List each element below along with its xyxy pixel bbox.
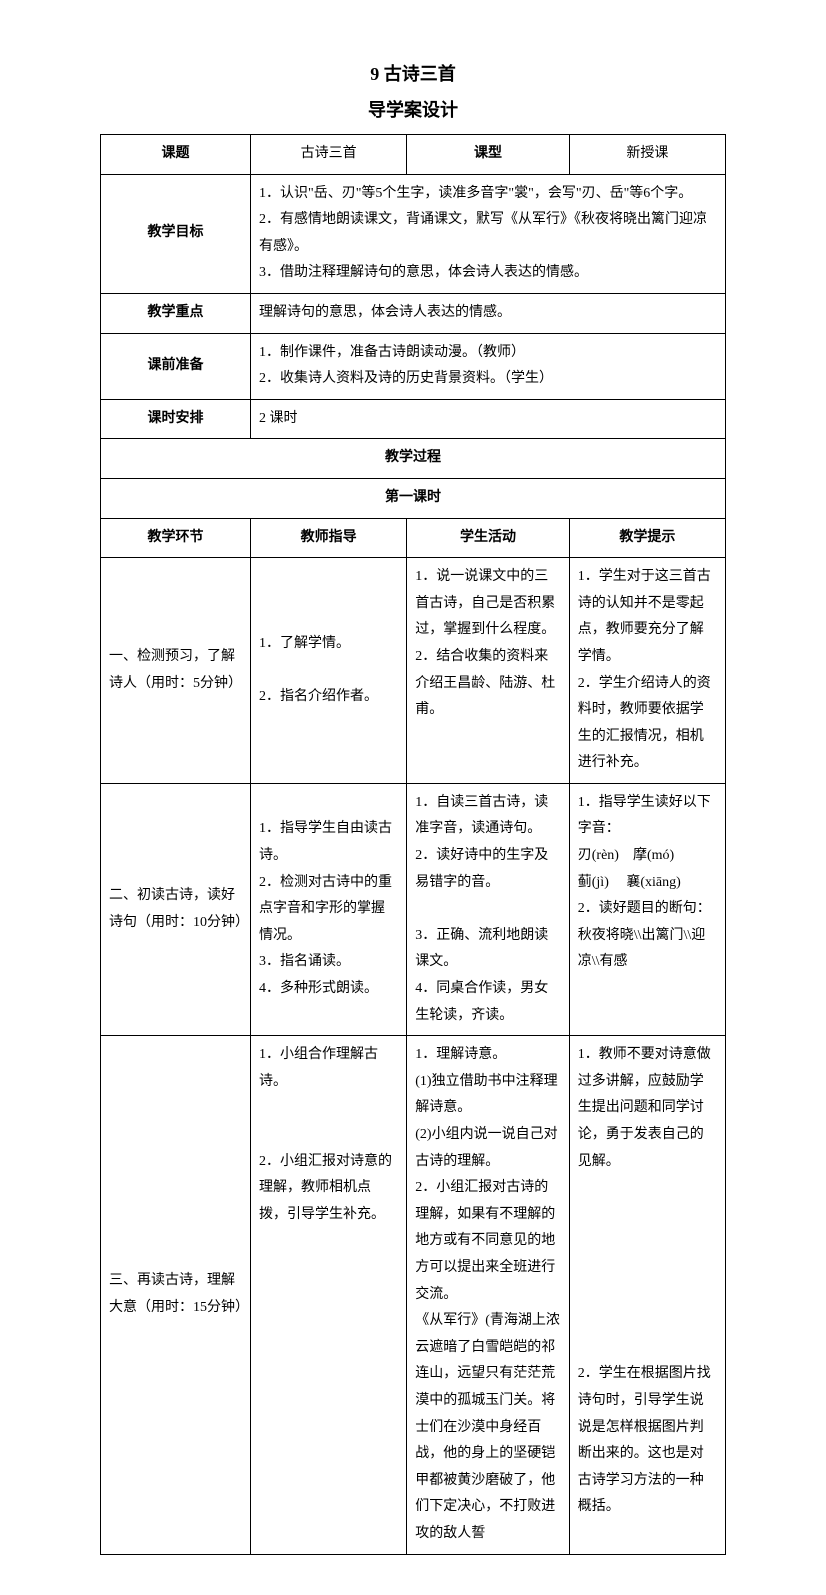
step3-name: 三、再读古诗，理解大意（用时：15分钟） [101,1036,251,1554]
step2-hint: 1．指导学生读好以下字音： 刃(rèn) 摩(mó) 蓟(jì) 襄(xiāng… [569,783,725,1035]
label-lesson1: 第一课时 [101,478,726,518]
value-prep: 1．制作课件，准备古诗朗读动漫。（教师） 2．收集诗人资料及诗的历史背景资料。（… [251,333,726,399]
col-head-student: 学生活动 [407,518,570,558]
step1-name: 一、检测预习，了解诗人（用时：5分钟） [101,558,251,784]
label-focus: 教学重点 [101,293,251,333]
row-headers: 教学环节 教师指导 学生活动 教学提示 [101,518,726,558]
step2-teacher: 1．指导学生自由读古诗。 2．检测对古诗中的重点字音和字形的掌握情况。 3．指名… [251,783,407,1035]
step3-teacher: 1．小组合作理解古诗。 2．小组汇报对诗意的理解，教师相机点拨，引导学生补充。 [251,1036,407,1554]
row-lesson1: 第一课时 [101,478,726,518]
value-hours: 2 课时 [251,399,726,439]
label-hours: 课时安排 [101,399,251,439]
step3-hint: 1．教师不要对诗意做过多讲解，应鼓励学生提出问题和同学讨论，勇于发表自己的见解。… [569,1036,725,1554]
step1-teacher: 1．了解学情。 2．指名介绍作者。 [251,558,407,784]
step1-student: 1．说一说课文中的三首古诗，自己是否积累过，掌握到什么程度。 2．结合收集的资料… [407,558,570,784]
lesson-plan-table: 课题 古诗三首 课型 新授课 教学目标 1．认识"岳、刃"等5个生字，读准多音字… [100,134,726,1555]
col-head-teacher: 教师指导 [251,518,407,558]
step2-student: 1．自读三首古诗，读准字音，读通诗句。 2．读好诗中的生字及易错字的音。 3．正… [407,783,570,1035]
doc-title-sub: 导学案设计 [100,96,726,122]
label-type: 课型 [407,135,570,175]
row-prep: 课前准备 1．制作课件，准备古诗朗读动漫。（教师） 2．收集诗人资料及诗的历史背… [101,333,726,399]
label-prep: 课前准备 [101,333,251,399]
row-topic: 课题 古诗三首 课型 新授课 [101,135,726,175]
row-focus: 教学重点 理解诗句的意思，体会诗人表达的情感。 [101,293,726,333]
step-3: 三、再读古诗，理解大意（用时：15分钟） 1．小组合作理解古诗。 2．小组汇报对… [101,1036,726,1554]
step1-hint: 1．学生对于这三首古诗的认知并不是零起点，教师要充分了解学情。 2．学生介绍诗人… [569,558,725,784]
row-goals: 教学目标 1．认识"岳、刃"等5个生字，读准多音字"裳"，会写"刃、岳"等6个字… [101,174,726,293]
value-goals: 1．认识"岳、刃"等5个生字，读准多音字"裳"，会写"刃、岳"等6个字。 2．有… [251,174,726,293]
value-type: 新授课 [569,135,725,175]
step-1: 一、检测预习，了解诗人（用时：5分钟） 1．了解学情。 2．指名介绍作者。 1．… [101,558,726,784]
label-goals: 教学目标 [101,174,251,293]
step-2: 二、初读古诗，读好诗句（用时：10分钟） 1．指导学生自由读古诗。 2．检测对古… [101,783,726,1035]
value-focus: 理解诗句的意思，体会诗人表达的情感。 [251,293,726,333]
doc-title-main: 9 古诗三首 [100,60,726,86]
row-hours: 课时安排 2 课时 [101,399,726,439]
label-process: 教学过程 [101,439,726,479]
label-topic: 课题 [101,135,251,175]
row-process: 教学过程 [101,439,726,479]
col-head-hint: 教学提示 [569,518,725,558]
step3-student: 1．理解诗意。 (1)独立借助书中注释理解诗意。 (2)小组内说一说自己对古诗的… [407,1036,570,1554]
value-topic: 古诗三首 [251,135,407,175]
col-head-step: 教学环节 [101,518,251,558]
step2-name: 二、初读古诗，读好诗句（用时：10分钟） [101,783,251,1035]
